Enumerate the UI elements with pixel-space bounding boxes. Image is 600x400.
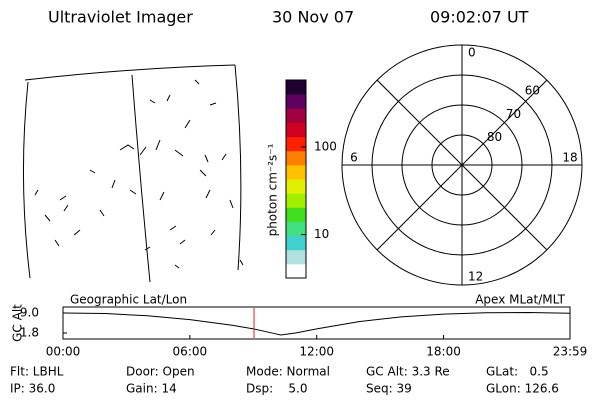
color-swatch xyxy=(286,94,306,109)
info-field: IP: 36.0 xyxy=(10,382,55,396)
info-field: GC Alt: 3.3 Re xyxy=(366,365,450,379)
info-field: Flt: LBHL xyxy=(10,365,64,379)
mlt-label: 0 xyxy=(468,46,476,60)
colorbar-tick-label: 10 xyxy=(314,227,329,241)
x-tick-label: 23:59 xyxy=(553,345,588,359)
time: 09:02:07 UT xyxy=(430,8,529,27)
polar-plot: 80 70 60 12 6 18 0 xyxy=(341,44,583,286)
y-tick-label: 9.0 xyxy=(20,306,39,320)
mlt-label: 12 xyxy=(468,270,483,284)
map-grid xyxy=(22,81,31,279)
date: 30 Nov 07 xyxy=(272,8,354,27)
color-swatch xyxy=(286,150,306,166)
info-field: GLon: 126.6 xyxy=(486,382,559,396)
info-field: Dsp: 5.0 xyxy=(246,382,308,396)
color-swatch xyxy=(286,235,306,251)
color-swatch xyxy=(286,207,306,222)
colorbar-label: photon cm⁻²s⁻¹ xyxy=(266,143,280,236)
mlt-label: 6 xyxy=(350,151,358,165)
info-field: Mode: Normal xyxy=(246,365,330,379)
colorbar-frame xyxy=(285,79,307,279)
info-field: Door: Open xyxy=(126,365,195,379)
x-tick-label: 12:00 xyxy=(299,345,334,359)
map-grid xyxy=(24,64,236,81)
info-field: Gain: 14 xyxy=(126,382,177,396)
x-tick-label: 00:00 xyxy=(46,345,81,359)
left-label: Geographic Lat/Lon xyxy=(70,293,187,307)
map-grid xyxy=(234,64,242,271)
polar-ring xyxy=(431,134,493,196)
color-swatch xyxy=(286,221,306,237)
color-swatch xyxy=(286,108,306,123)
colorbar: 10 100 photon cm⁻²s⁻¹ xyxy=(266,79,337,279)
x-tick-label: 06:00 xyxy=(173,345,208,359)
color-swatch xyxy=(286,179,306,194)
x-tick-label: 18:00 xyxy=(426,345,461,359)
mlt-label: 18 xyxy=(562,151,577,165)
y-label: GC Alt xyxy=(11,304,25,342)
polar-ring xyxy=(401,104,523,226)
altitude-plot: Geographic Lat/Lon Apex MLat/MLT GC Alt9.0… xyxy=(11,293,588,359)
ring-label: 80 xyxy=(487,130,502,144)
info-field: Seq: 39 xyxy=(366,382,412,396)
info-panel: Flt: LBHL Door: Open Mode: Normal GC Alt: 3… xyxy=(10,365,559,396)
map-grid xyxy=(131,74,151,283)
color-swatch xyxy=(286,193,306,208)
colorbar-tick-label: 100 xyxy=(314,139,337,153)
map-panel xyxy=(22,64,244,283)
color-swatch xyxy=(286,136,306,152)
color-swatch xyxy=(286,164,306,180)
color-swatch xyxy=(286,263,306,279)
y-tick-label: 1.8 xyxy=(20,326,39,340)
color-swatch xyxy=(286,80,306,95)
info-field: GLat: 0.5 xyxy=(486,365,549,379)
color-swatch xyxy=(286,249,306,265)
color-swatch xyxy=(286,122,306,138)
ring-label: 70 xyxy=(506,107,521,121)
ring-label: 60 xyxy=(525,84,540,98)
altitude-line xyxy=(62,311,571,336)
polar-ring xyxy=(371,74,553,256)
title: Ultraviolet Imager xyxy=(48,8,193,27)
right-label: Apex MLat/MLT xyxy=(475,293,565,307)
